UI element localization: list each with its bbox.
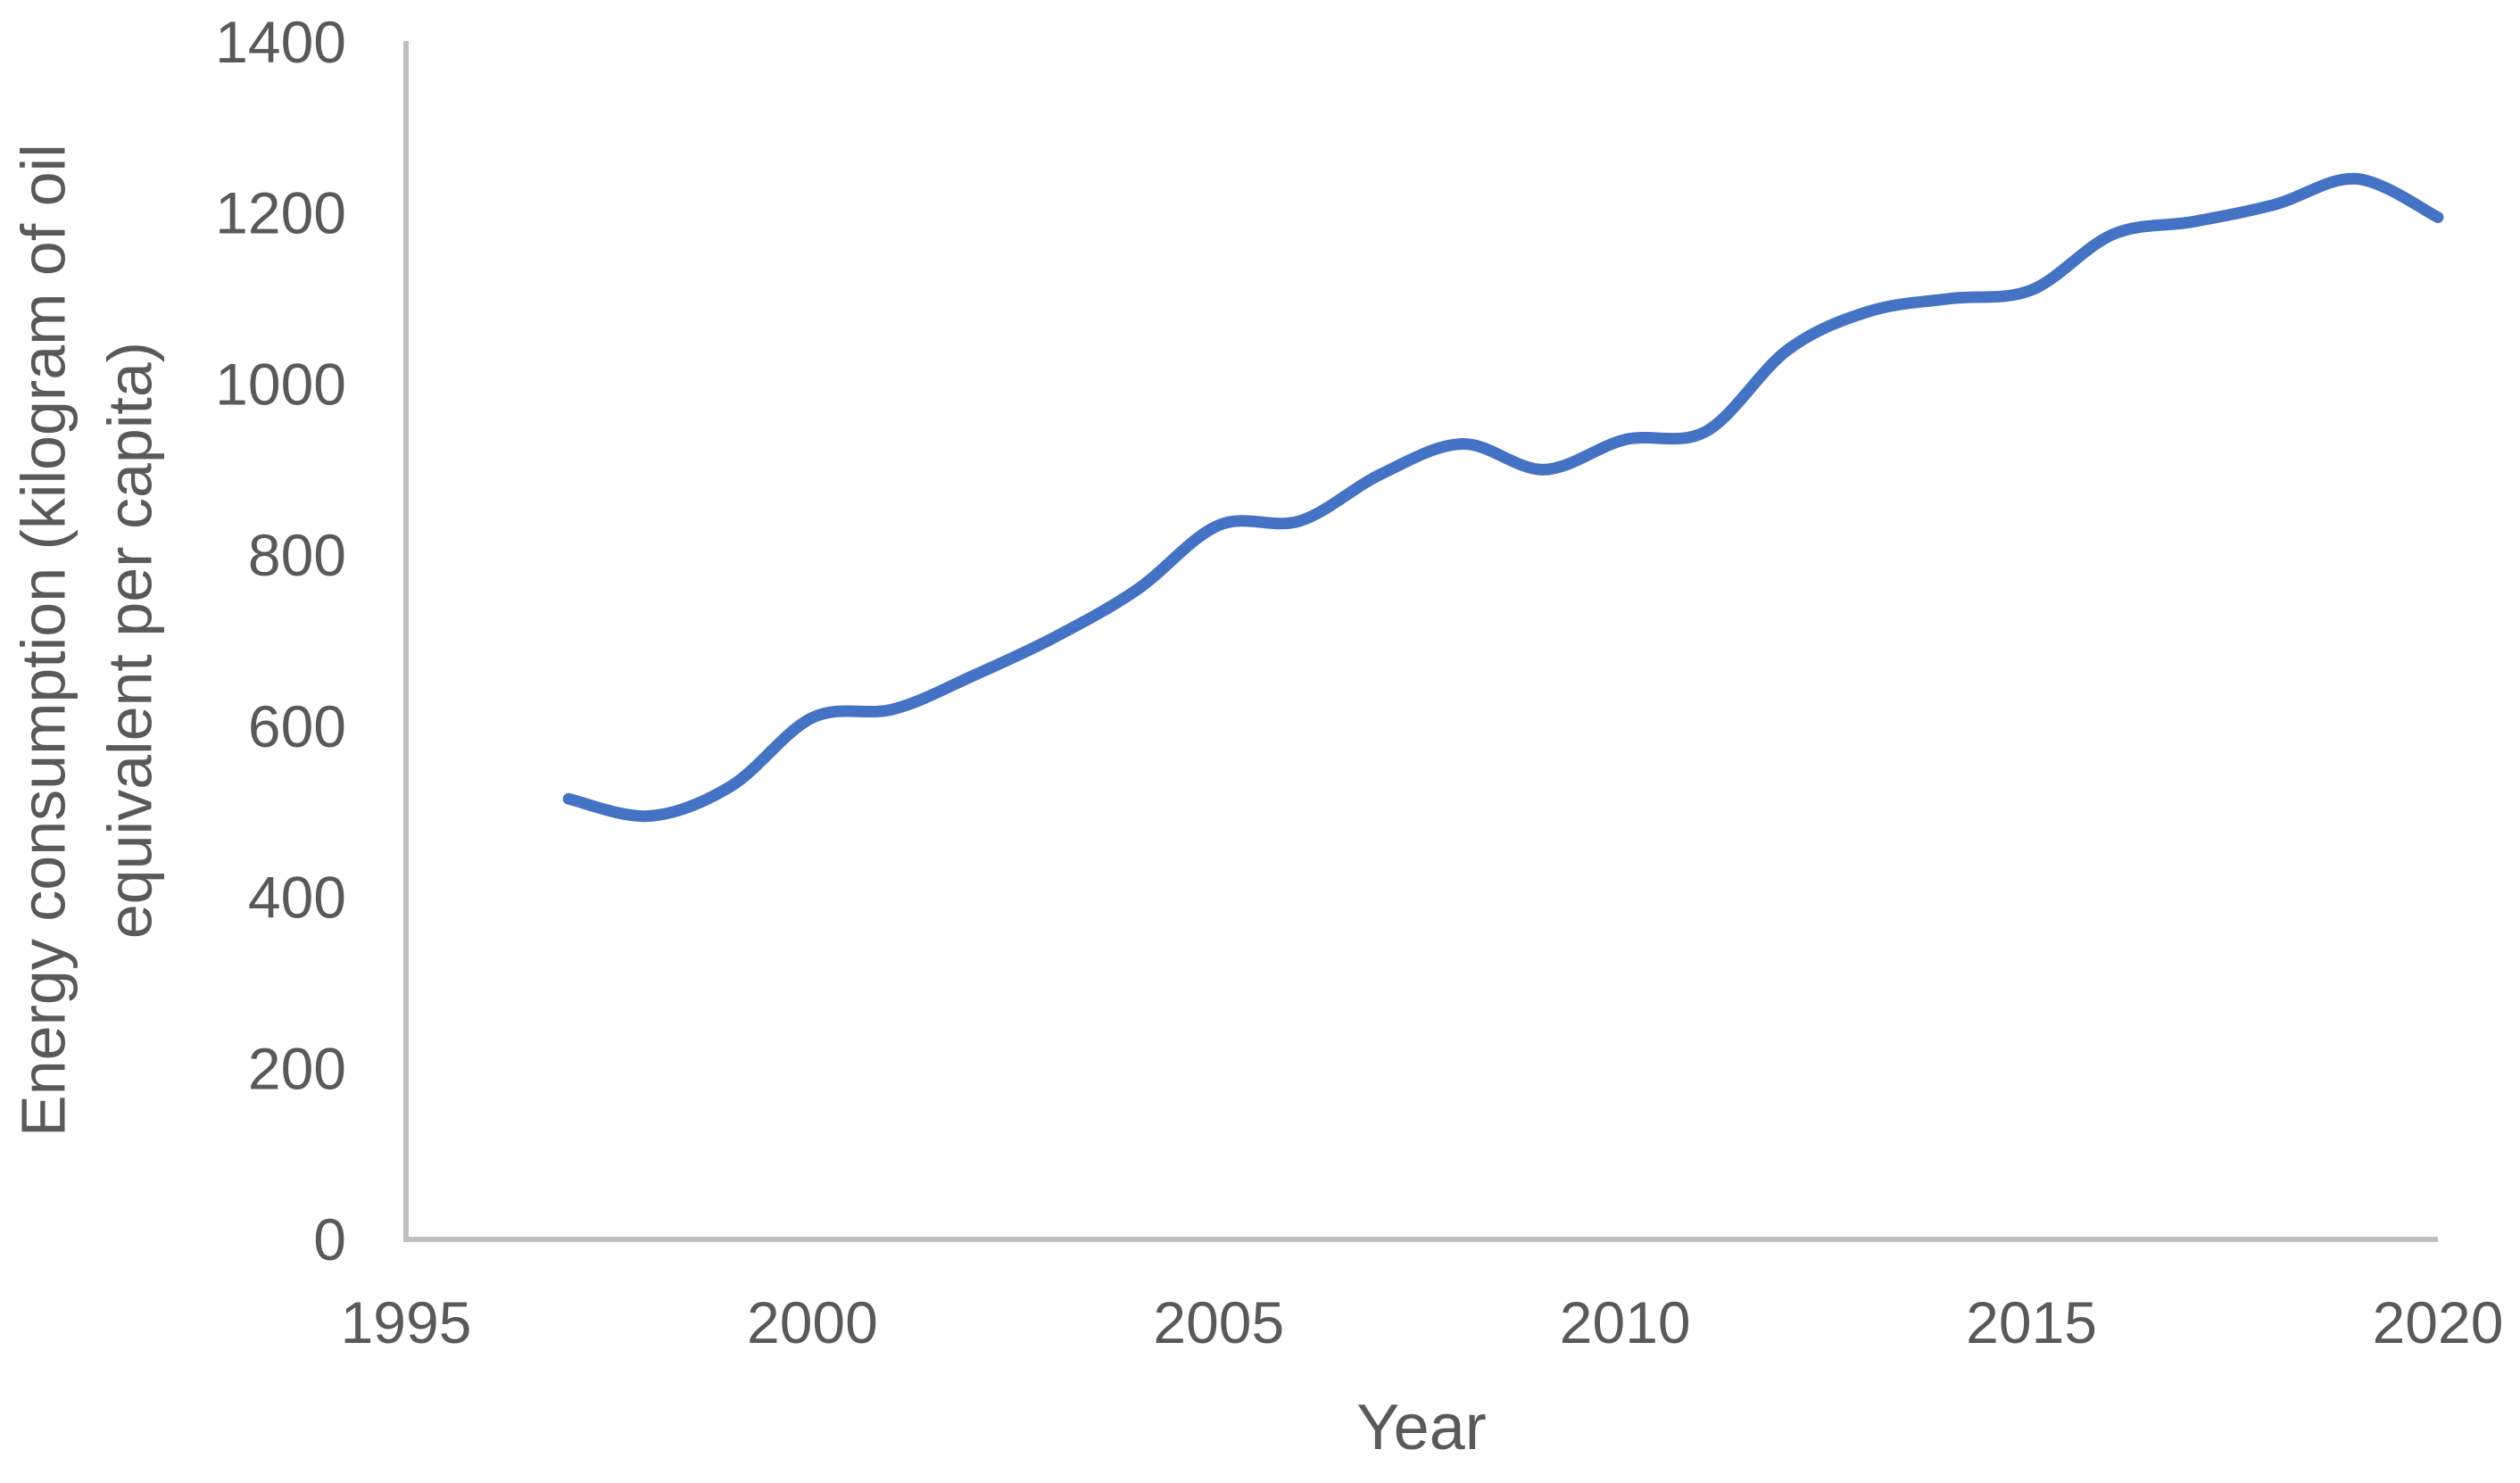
x-axis-tick-label: 2000: [747, 1289, 878, 1355]
y-axis-tick-label: 200: [248, 1035, 346, 1101]
x-axis-tick-label: 2020: [2373, 1289, 2504, 1355]
y-axis-tick-label: 1000: [215, 351, 346, 417]
y-axis-title-line-2: equivalent per capita): [95, 341, 164, 940]
y-axis-tick-label: 0: [313, 1206, 346, 1272]
y-axis-title-line-1: Energy consumption (kilogram of oil: [8, 144, 79, 1137]
x-axis-tick-label: 2015: [1966, 1289, 2097, 1355]
x-axis-tick-label: 2005: [1153, 1289, 1284, 1355]
x-axis-tick-label: 1995: [341, 1289, 472, 1355]
y-axis-title: Energy consumption (kilogram of oil equi…: [0, 0, 172, 1355]
y-axis-tick-label: 1200: [215, 180, 346, 246]
y-axis-tick-label: 600: [248, 693, 346, 759]
x-axis-tick-label: 2010: [1560, 1289, 1691, 1355]
energy-consumption-series-line: [562, 172, 2444, 823]
x-axis-title: Year: [1356, 1392, 1487, 1463]
y-axis-tick-label: 400: [248, 865, 346, 931]
y-axis-tick-label: 800: [248, 522, 346, 588]
y-axis-tick-label: 1400: [215, 9, 346, 75]
